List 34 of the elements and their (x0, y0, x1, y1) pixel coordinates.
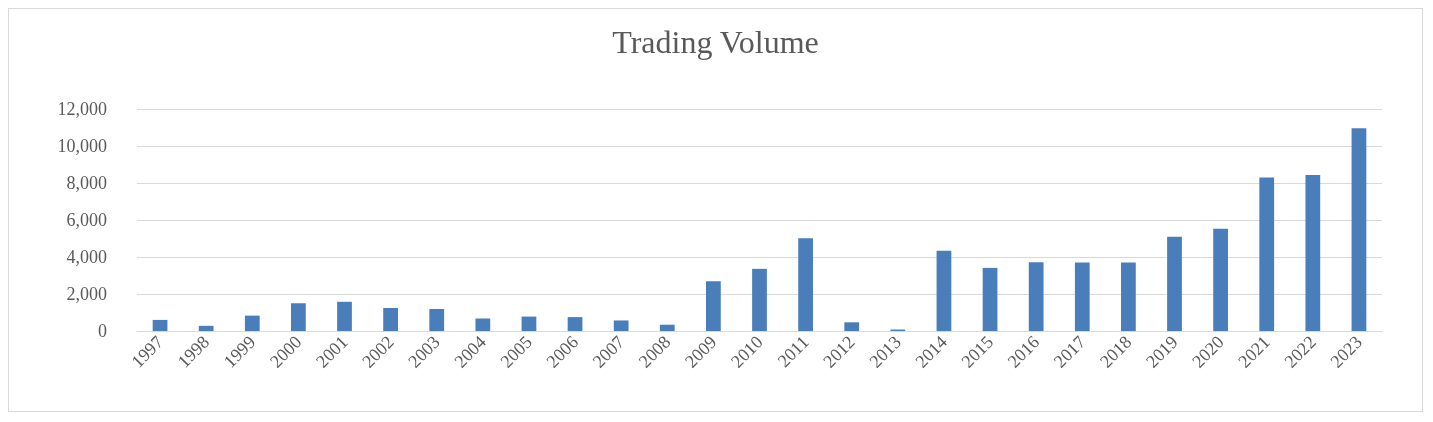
y-tick-label: 12,000 (57, 99, 107, 119)
bar (521, 316, 537, 331)
bar (982, 267, 998, 331)
bar (1213, 228, 1228, 331)
bar (244, 315, 260, 331)
bar (383, 308, 398, 331)
bar (1121, 262, 1136, 331)
bar (475, 318, 491, 331)
bar (152, 319, 168, 331)
bar (1028, 262, 1044, 331)
y-tick-label: 6,000 (66, 210, 107, 230)
bar (706, 281, 721, 331)
bar (936, 250, 952, 331)
y-tick-label: 10,000 (57, 136, 107, 156)
y-tick-label: 2,000 (66, 284, 107, 304)
y-tick-label: 8,000 (66, 173, 107, 193)
bar (567, 317, 583, 331)
bar (1305, 175, 1321, 331)
bar (1351, 128, 1367, 331)
bar (613, 320, 629, 331)
y-tick-label: 4,000 (66, 247, 107, 267)
bar (291, 303, 306, 331)
bar (429, 308, 445, 331)
y-tick-label: 0 (98, 321, 107, 341)
bar (752, 268, 767, 331)
bar (659, 324, 675, 331)
bar (198, 325, 214, 331)
bar (844, 322, 860, 331)
bar (1167, 236, 1182, 331)
bar (1259, 177, 1275, 331)
bar (798, 238, 813, 331)
bar (337, 301, 352, 331)
chart-title: Trading Volume (612, 24, 819, 60)
bar (1074, 262, 1090, 331)
